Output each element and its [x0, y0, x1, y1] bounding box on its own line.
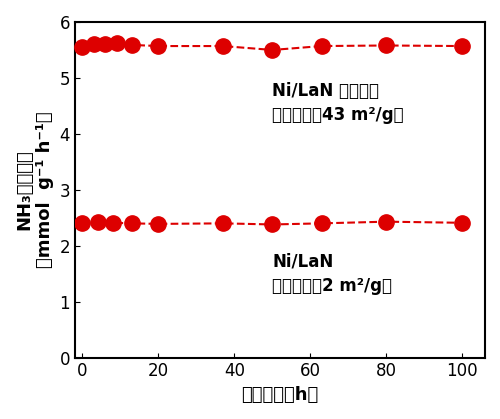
Y-axis label: NH₃生成速度
（mmol  g⁻¹ h⁻¹）: NH₃生成速度 （mmol g⁻¹ h⁻¹） [15, 111, 54, 268]
X-axis label: 反応時間（h）: 反応時間（h） [242, 386, 318, 404]
Text: Ni/LaN ナノ粒子: Ni/LaN ナノ粒子 [272, 82, 380, 100]
Text: Ni/LaN: Ni/LaN [272, 252, 334, 270]
Text: （表面積：43 m²/g）: （表面積：43 m²/g） [272, 106, 404, 124]
Text: （表面積：2 m²/g）: （表面積：2 m²/g） [272, 277, 392, 295]
